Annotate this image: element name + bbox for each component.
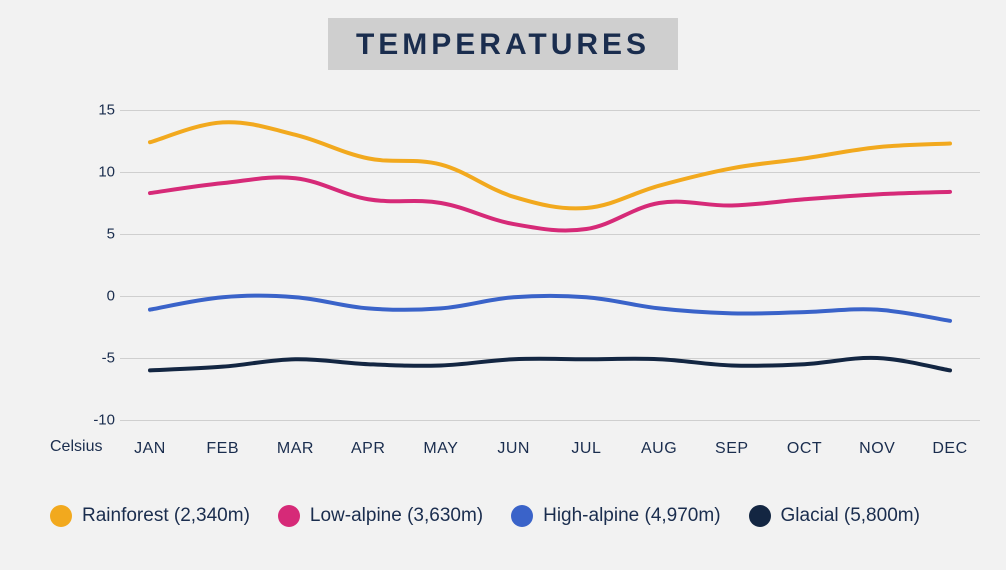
y-tick-label: 5 (60, 226, 115, 243)
x-tick-label: OCT (787, 440, 822, 458)
legend-swatch (749, 505, 771, 527)
chart-title: TEMPERATURES (328, 18, 678, 70)
legend-swatch (278, 505, 300, 527)
x-tick-label: MAY (423, 440, 458, 458)
legend: Rainforest (2,340m) Low-alpine (3,630m) Hi… (50, 505, 976, 527)
gridline (120, 420, 980, 421)
legend-swatch (511, 505, 533, 527)
x-tick-label: APR (351, 440, 385, 458)
series-line (150, 296, 950, 321)
x-tick-label: DEC (932, 440, 967, 458)
legend-label: Glacial (5,800m) (781, 505, 920, 527)
line-chart-svg (120, 110, 980, 420)
plot-region (120, 110, 980, 420)
x-tick-label: FEB (206, 440, 239, 458)
y-tick-label: 10 (60, 164, 115, 181)
x-tick-label: AUG (641, 440, 677, 458)
legend-item: High-alpine (4,970m) (511, 505, 720, 527)
chart-area: 15 10 5 0 -5 -10 (60, 100, 980, 430)
legend-label: High-alpine (4,970m) (543, 505, 720, 527)
series-line (150, 358, 950, 371)
x-axis-labels: JAN FEB MAR APR MAY JUN JUL AUG SEP OCT NOV DEC (120, 440, 980, 464)
x-tick-label: JUN (497, 440, 530, 458)
legend-label: Low-alpine (3,630m) (310, 505, 483, 527)
x-tick-label: JUL (571, 440, 601, 458)
x-tick-label: MAR (277, 440, 314, 458)
legend-item: Low-alpine (3,630m) (278, 505, 483, 527)
y-tick-label: 15 (60, 102, 115, 119)
legend-item: Glacial (5,800m) (749, 505, 920, 527)
y-tick-label: -5 (60, 350, 115, 367)
legend-label: Rainforest (2,340m) (82, 505, 250, 527)
y-tick-label: -10 (60, 412, 115, 429)
legend-item: Rainforest (2,340m) (50, 505, 250, 527)
y-axis-unit-label: Celsius (50, 438, 102, 456)
x-tick-label: JAN (134, 440, 166, 458)
y-tick-label: 0 (60, 288, 115, 305)
x-tick-label: SEP (715, 440, 749, 458)
series-line (150, 177, 950, 230)
x-tick-label: NOV (859, 440, 895, 458)
legend-swatch (50, 505, 72, 527)
